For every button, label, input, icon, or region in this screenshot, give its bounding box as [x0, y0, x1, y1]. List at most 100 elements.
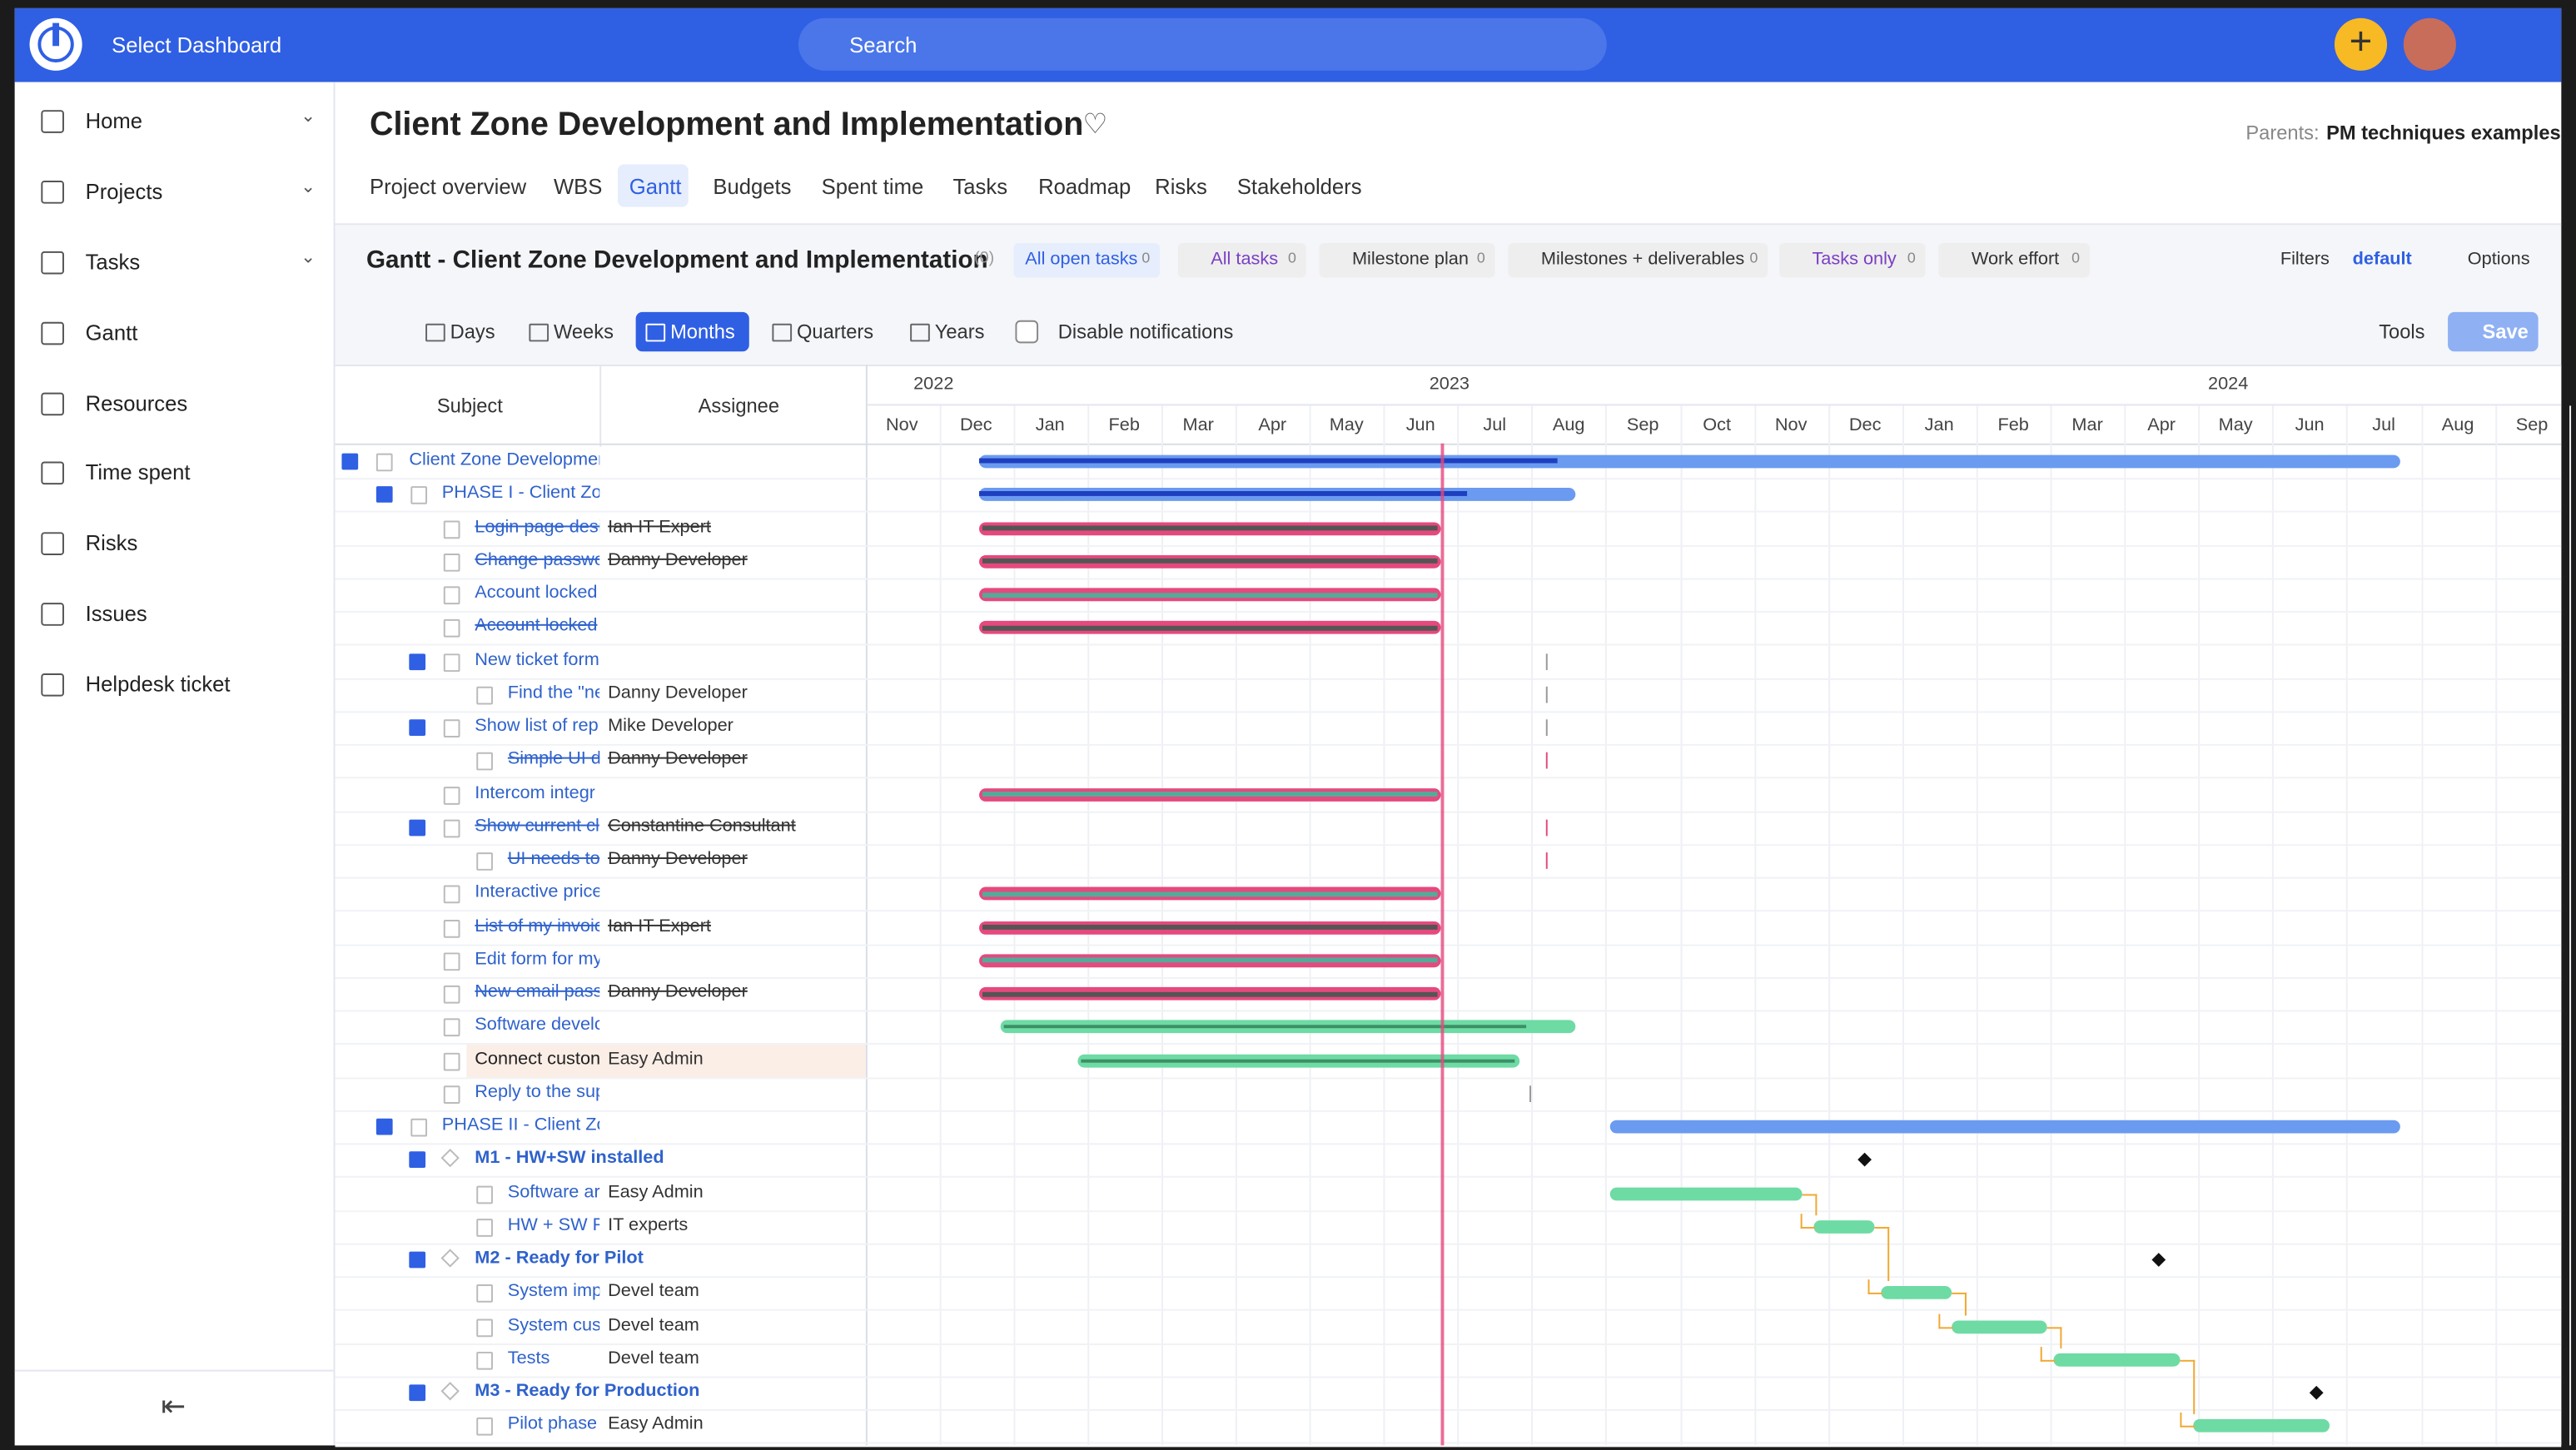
zoom-button[interactable]: Years — [934, 320, 985, 344]
row-toggle[interactable] — [409, 1384, 426, 1402]
task-bar[interactable] — [1813, 1219, 1875, 1234]
row-subject[interactable]: Account locked — [475, 616, 598, 637]
row-assignee: Devel team — [608, 1348, 699, 1368]
tab[interactable]: WBS — [553, 174, 603, 199]
year-label: 2024 — [2207, 374, 2249, 395]
filter-chip[interactable]: Tasks only 0 — [1778, 243, 1926, 278]
row-toggle[interactable] — [409, 653, 426, 670]
row-subject[interactable]: System imp — [507, 1281, 600, 1302]
options-button[interactable]: Options — [2467, 249, 2530, 270]
add-button[interactable]: + — [2334, 17, 2388, 71]
row-subject[interactable]: Software develc — [475, 1015, 600, 1035]
row-subject[interactable]: Reply to the sup — [475, 1081, 600, 1102]
filter-chip[interactable]: Work effort 0 — [1938, 243, 2090, 278]
tab[interactable]: Project overview — [369, 174, 527, 199]
tab[interactable]: Budgets — [713, 174, 792, 199]
filters-button[interactable]: Filters — [2280, 249, 2330, 270]
row-subject[interactable]: Software ar — [507, 1181, 600, 1202]
row-subject[interactable]: PHASE II - Client Zor — [441, 1115, 600, 1135]
row-subject[interactable]: Pilot phase — [507, 1414, 598, 1435]
tab[interactable]: Spent time — [821, 174, 924, 199]
summary-bar[interactable] — [1609, 1120, 2400, 1134]
row-subject[interactable]: System cus — [507, 1314, 600, 1335]
disable-notifications[interactable]: Disable notifications — [1057, 320, 1234, 344]
row-subject[interactable]: Intercom integr — [475, 782, 596, 802]
task-bar[interactable] — [2193, 1419, 2330, 1433]
row-subject[interactable]: M2 - Ready for Pilot — [475, 1248, 644, 1269]
row-subject[interactable]: Interactive price — [475, 882, 600, 902]
row-subject[interactable]: M1 - HW+SW installed — [475, 1148, 664, 1169]
filter-chip[interactable]: All tasks 0 — [1177, 243, 1306, 278]
tab[interactable]: Roadmap — [1038, 174, 1131, 199]
row-subject[interactable]: PHASE I - Client Zon — [441, 483, 600, 504]
save-button[interactable]: Save — [2448, 311, 2539, 352]
filter-chip[interactable]: All open tasks 0 — [1013, 243, 1161, 278]
dashboard-select[interactable]: Select Dashboard — [112, 32, 282, 58]
row-subject[interactable]: HW + SW Pl — [507, 1214, 600, 1235]
task-bar[interactable] — [1881, 1286, 1952, 1300]
zoom-button[interactable]: Weeks — [553, 320, 614, 344]
row-assignee: Devel team — [608, 1314, 699, 1335]
row-subject[interactable]: Tests — [507, 1348, 550, 1368]
row-subject[interactable]: Show current cl — [475, 816, 599, 836]
tools-button[interactable]: Tools — [2379, 320, 2425, 344]
zoom-button[interactable]: Months — [670, 320, 735, 344]
row-subject[interactable]: Login page desi — [475, 516, 600, 537]
nav-item[interactable]: Tasks — [85, 249, 141, 275]
row-subject[interactable]: Change passwo — [475, 549, 600, 570]
zoom-button[interactable]: Days — [450, 320, 495, 344]
filter-chip[interactable]: Milestone plan 0 — [1319, 243, 1495, 278]
nav-item[interactable]: Projects — [85, 179, 163, 204]
row-line — [335, 677, 2562, 679]
nav-item[interactable]: Helpdesk ticket — [85, 672, 231, 697]
row-subject[interactable]: Show list of rep — [475, 716, 599, 736]
parents-link[interactable]: PM techniques examples — [2326, 122, 2561, 145]
logo[interactable] — [29, 17, 82, 71]
row-subject[interactable]: M3 - Ready for Production — [475, 1381, 700, 1402]
checkbox[interactable] — [1015, 320, 1039, 344]
nav-chevron[interactable]: ⌄ — [301, 177, 316, 197]
month-line — [2420, 405, 2423, 1446]
column-header[interactable]: Subject — [436, 394, 503, 418]
search-box[interactable] — [798, 17, 1607, 71]
row-toggle[interactable] — [409, 819, 426, 836]
default-query[interactable]: default — [2352, 249, 2412, 270]
row-toggle[interactable] — [409, 1151, 426, 1169]
row-subject[interactable]: Edit form for my — [475, 949, 600, 969]
row-toggle[interactable] — [409, 1251, 426, 1269]
row-subject[interactable]: Simple UI d — [507, 749, 600, 769]
row-toggle[interactable] — [409, 719, 426, 736]
column-header[interactable]: Assignee — [698, 394, 780, 418]
task-bar[interactable] — [1952, 1319, 2047, 1333]
task-bar[interactable] — [2053, 1353, 2181, 1367]
row-subject[interactable]: List of my invoic — [475, 916, 600, 936]
row-subject[interactable]: Client Zone Developmer — [409, 449, 600, 470]
row-subject[interactable]: UI needs to — [507, 849, 600, 869]
tab[interactable]: Stakeholders — [1236, 174, 1362, 199]
collapse-sidebar[interactable]: ⇤ — [161, 1389, 186, 1423]
avatar[interactable] — [2403, 17, 2456, 71]
row-toggle[interactable] — [375, 486, 393, 504]
task-bar[interactable] — [1609, 1186, 1803, 1200]
nav-chevron[interactable]: ⌄ — [301, 247, 316, 268]
zoom-button[interactable]: Quarters — [797, 320, 874, 344]
row-subject[interactable]: Connect custon — [475, 1048, 600, 1069]
row-subject[interactable]: Account locked — [475, 583, 598, 603]
tab[interactable]: Tasks — [952, 174, 1008, 199]
tab[interactable]: Risks — [1155, 174, 1207, 199]
nav-item[interactable]: Gantt — [85, 320, 138, 345]
row-toggle[interactable] — [341, 453, 359, 470]
row-subject[interactable]: Find the "ne — [507, 683, 600, 703]
nav-item[interactable]: Resources — [85, 390, 188, 416]
row-subject[interactable]: New email pass — [475, 981, 600, 1002]
nav-item[interactable]: Time spent — [85, 459, 191, 485]
row-subject[interactable]: New ticket form — [475, 649, 599, 670]
filter-chip[interactable]: Milestones + deliverables 0 — [1508, 243, 1768, 278]
nav-chevron[interactable]: ⌄ — [301, 107, 316, 127]
nav-item[interactable]: Risks — [85, 530, 138, 555]
tab[interactable]: Gantt — [629, 174, 682, 199]
row-toggle[interactable] — [375, 1118, 393, 1135]
favorite[interactable]: ♡ — [1082, 108, 1108, 140]
nav-item[interactable]: Issues — [85, 601, 147, 626]
nav-item[interactable]: Home — [85, 108, 143, 133]
